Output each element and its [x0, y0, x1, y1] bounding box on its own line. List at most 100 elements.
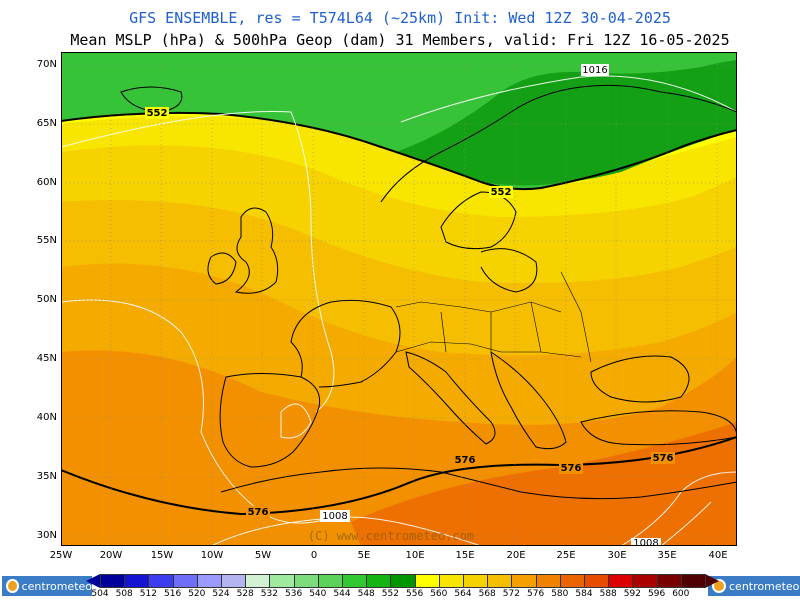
- colorbar-arrows: [86, 574, 719, 588]
- colorbar-label: 524: [212, 589, 230, 599]
- lon-label-30e: 30E: [607, 550, 627, 561]
- lat-label-65n: 65N: [36, 118, 57, 129]
- logo-disc-icon: [6, 579, 19, 593]
- colorbar-swatch: [317, 574, 343, 588]
- colorbar-swatch: [100, 574, 126, 588]
- contour-label-576-c: 576: [561, 463, 582, 474]
- colorbar-swatch: [584, 574, 610, 588]
- lat-label-50n: 50N: [36, 294, 57, 305]
- lat-label-40n: 40N: [36, 412, 57, 423]
- colorbar-swatch: [366, 574, 392, 588]
- colorbar-label: 588: [599, 589, 617, 599]
- watermark: (C) www.centrometeo.com: [308, 529, 474, 543]
- colorbar-swatch: [390, 574, 416, 588]
- country-borders: [395, 271, 592, 363]
- lon-label-35e: 35E: [657, 550, 677, 561]
- colorbar-label: 600: [672, 589, 690, 599]
- colorbar-swatch: [342, 574, 368, 588]
- colorbar-swatch: [511, 574, 537, 588]
- lon-label-25e: 25E: [556, 550, 576, 561]
- geop-576-line: [61, 436, 737, 516]
- graticule: [61, 52, 737, 546]
- lat-label-60n: 60N: [36, 177, 57, 188]
- colorbar-swatch: [438, 574, 464, 588]
- colorbar-label: 580: [551, 589, 569, 599]
- lon-label-25w: 25W: [49, 550, 73, 561]
- colorbar-label: 592: [623, 589, 641, 599]
- logo-text-right: centrometeo: [729, 579, 800, 593]
- colorbar-label: 564: [454, 589, 472, 599]
- colorbar-label: 552: [381, 589, 399, 599]
- colorbar-label: 556: [406, 589, 424, 599]
- colorbar-swatch: [124, 574, 150, 588]
- colorbar-label: 516: [164, 589, 182, 599]
- lat-label-70n: 70N: [36, 59, 57, 70]
- contour-label-1016: 1016: [582, 65, 607, 76]
- lon-label-20e: 20E: [506, 550, 526, 561]
- logo-text-left: centrometeo: [21, 579, 92, 593]
- colorbar-swatch: [487, 574, 513, 588]
- colorbar-swatch: [463, 574, 489, 588]
- geop-552-line: [61, 111, 737, 191]
- colorbar-label: 512: [139, 589, 157, 599]
- colorbar-label: 520: [188, 589, 206, 599]
- lon-label-5w: 5W: [254, 550, 272, 561]
- lon-label-5e: 5E: [357, 550, 371, 561]
- contour-label-576-a: 576: [248, 507, 269, 518]
- chart-title: GFS ENSEMBLE, res = T574L64 (~25km) Init…: [129, 9, 671, 27]
- coastlines: [120, 84, 737, 500]
- colorbar-swatch: [656, 574, 682, 588]
- lat-label-55n: 55N: [36, 235, 57, 246]
- colorbar-arrow-right: [705, 574, 719, 588]
- colorbar-label: 596: [648, 589, 666, 599]
- colorbar-swatch: [680, 574, 706, 588]
- field-548: [396, 60, 737, 186]
- colorbar-swatch: [245, 574, 271, 588]
- forecast-map: 552 552 576 576 576 576 1016 1008 1008 (…: [61, 52, 737, 546]
- contour-label-1008-a: 1008: [322, 511, 347, 522]
- lat-label-45n: 45N: [36, 353, 57, 364]
- colorbar-label: 576: [527, 589, 545, 599]
- chart-subtitle: Mean MSLP (hPa) & 500hPa Geop (dam) 31 M…: [70, 31, 730, 49]
- contour-label-576-d: 576: [653, 453, 674, 464]
- contour-label-552-east: 552: [491, 187, 512, 198]
- colorbar-swatch: [632, 574, 658, 588]
- colorbar-swatch: [269, 574, 295, 588]
- centrometeo-logo-left: centrometeo: [2, 576, 92, 596]
- colorbar-label: 528: [236, 589, 254, 599]
- lon-label-10w: 10W: [200, 550, 224, 561]
- colorbar-arrow-left: [86, 574, 100, 588]
- centrometeo-logo-right: centrometeo: [708, 576, 800, 596]
- colorbar-swatch: [221, 574, 247, 588]
- colorbar-swatch: [608, 574, 634, 588]
- colorbar-label: 568: [478, 589, 496, 599]
- colorbar-label: 560: [430, 589, 448, 599]
- colorbar-swatch: [148, 574, 174, 588]
- lat-label-30n: 30N: [36, 530, 57, 541]
- colorbar-swatch: [559, 574, 585, 588]
- lon-label-10e: 10E: [405, 550, 425, 561]
- colorbar-label: 544: [333, 589, 351, 599]
- lon-label-20w: 20W: [99, 550, 123, 561]
- colorbar-label: 584: [575, 589, 593, 599]
- lon-label-0: 0: [310, 550, 318, 561]
- colorbar-label: 536: [285, 589, 303, 599]
- contour-label-552-west: 552: [147, 108, 168, 119]
- contour-label-1008-b: 1008: [633, 538, 658, 546]
- colorbar-label: 508: [115, 589, 133, 599]
- field-580: [351, 422, 737, 546]
- colorbar-swatch: [196, 574, 222, 588]
- contour-label-576-b: 576: [455, 455, 476, 466]
- colorbar-label: 532: [260, 589, 278, 599]
- lon-label-40e: 40E: [708, 550, 728, 561]
- colorbar-label: 548: [357, 589, 375, 599]
- colorbar-swatch: [172, 574, 198, 588]
- colorbar-swatch: [535, 574, 561, 588]
- lat-label-35n: 35N: [36, 471, 57, 482]
- colorbar-swatch: [414, 574, 440, 588]
- lon-label-15w: 15W: [150, 550, 174, 561]
- colorbar-label: 540: [309, 589, 327, 599]
- lon-label-15e: 15E: [455, 550, 475, 561]
- colorbar-swatch: [293, 574, 319, 588]
- colorbar-label: 572: [502, 589, 520, 599]
